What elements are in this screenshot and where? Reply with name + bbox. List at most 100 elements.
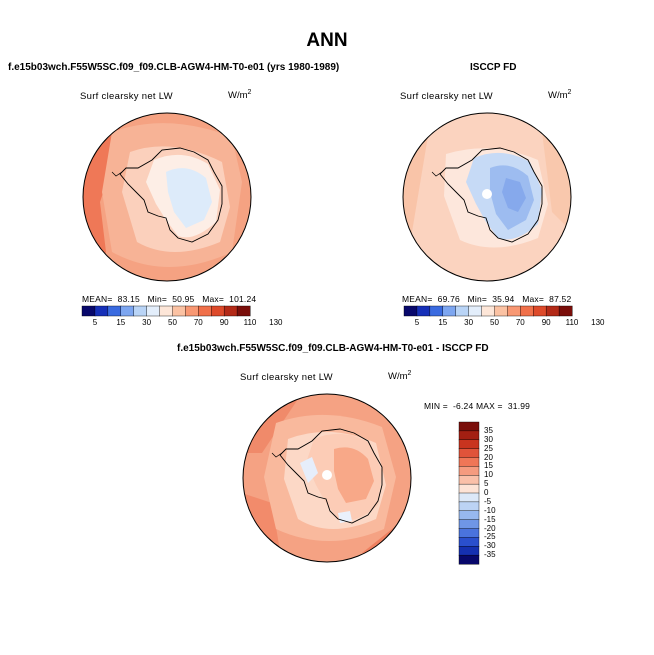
colorbar-swatch: [507, 305, 521, 317]
colorbar-swatch: [468, 305, 483, 317]
colorbar-swatch: [120, 305, 135, 317]
colorbar-tick-label: 5: [92, 318, 98, 327]
colorbar-swatch: [458, 483, 480, 494]
colorbar-swatch: [416, 305, 431, 317]
colorbar-tick-label: 50: [490, 318, 499, 327]
colorbar-swatch: [223, 305, 238, 317]
colorbar-tick-label: 15: [438, 318, 448, 327]
colorbar-tick-label: 70: [515, 318, 525, 327]
panel-model-field-label: Surf clearsky net LW: [80, 91, 173, 102]
panel-model-units: W/m2: [228, 89, 252, 102]
colorbar-tick-label: 0: [484, 488, 489, 497]
panel-obs-stats: MEAN= 69.76 Min= 35.94 Max= 87.52: [402, 294, 572, 304]
colorbar-tick-label: 15: [116, 318, 126, 327]
diff-max-value: 31.99: [507, 401, 531, 411]
colorbar-swatch: [458, 501, 480, 512]
colorbar-tick-label: -15: [484, 514, 496, 524]
diff-pole-hole: [322, 470, 332, 480]
colorbar-swatch: [458, 554, 480, 565]
colorbar-swatch: [172, 305, 186, 317]
colorbar-tick-label: 25: [484, 443, 493, 453]
panel-model-stats: MEAN= 83.15 Min= 50.95 Max= 101.24: [82, 294, 257, 304]
colorbar-swatch: [458, 510, 480, 521]
diff-negative-patch-west: [300, 457, 318, 483]
colorbar-tick-label: 90: [219, 318, 229, 327]
colorbar-tick-label: 20: [484, 452, 493, 462]
obs-interior-minimum: [502, 178, 526, 212]
colorbar-swatch: [429, 305, 444, 317]
diff-interior-high-values: [334, 447, 374, 503]
colorbar-swatch: [94, 305, 109, 317]
panel-diff-units: W/m2: [388, 370, 412, 383]
diff-antarctica-coastline: [279, 428, 383, 524]
colorbar-swatch: [458, 475, 480, 485]
panel-model-colorbar: [81, 305, 251, 317]
colorbar-swatch: [558, 305, 573, 317]
colorbar-swatch: [458, 448, 480, 459]
obs-min-value: 35.94: [492, 294, 515, 304]
colorbar-tick-label: 5: [484, 479, 489, 489]
obs-map-border: [402, 112, 572, 282]
colorbar-swatch: [159, 305, 173, 317]
colorbar-tick-label: -5: [484, 496, 492, 506]
colorbar-swatch: [458, 492, 480, 503]
colorbar-tick-label: 110: [565, 318, 579, 327]
model-antarctica-coastline: [119, 147, 223, 243]
colorbar-swatch: [458, 528, 480, 538]
colorbar-swatch: [185, 305, 199, 317]
colorbar-swatch: [107, 305, 122, 317]
colorbar-swatch: [458, 439, 480, 450]
model-max-value: 101.24: [229, 294, 257, 304]
diff-min-value: -6.24: [453, 401, 474, 411]
panel-obs-field-label: Surf clearsky net LW: [400, 91, 493, 102]
colorbar-swatch: [458, 537, 480, 547]
colorbar-swatch: [458, 430, 480, 441]
panel-diff-title: f.e15b03wch.F55W5SC.f09_f09.CLB-AGW4-HM-…: [177, 343, 489, 354]
panel-model-map: [82, 112, 252, 282]
colorbar-tick-label: 5: [414, 318, 420, 327]
colorbar-swatch: [458, 466, 480, 476]
panel-obs-colorbar: [403, 305, 573, 317]
colorbar-tick-label: -10: [484, 505, 496, 515]
colorbar-swatch: [198, 305, 212, 317]
obs-mean-value: 69.76: [437, 294, 460, 304]
colorbar-swatch: [211, 305, 225, 317]
panel-diff-field-label: Surf clearsky net LW: [240, 372, 333, 383]
model-peninsula-outline: [111, 171, 123, 177]
colorbar-swatch: [455, 305, 470, 317]
colorbar-swatch: [403, 305, 418, 317]
obs-peninsula-outline: [431, 171, 443, 177]
colorbar-swatch: [458, 546, 480, 556]
colorbar-swatch: [458, 421, 480, 432]
colorbar-tick-label: 10: [484, 470, 493, 480]
colorbar-swatch: [520, 305, 534, 317]
colorbar-tick-label: 90: [541, 318, 551, 327]
diff-map-border: [242, 393, 412, 563]
page-title: ANN: [306, 30, 348, 51]
colorbar-tick-label: 15: [484, 461, 493, 471]
model-mean-value: 83.15: [117, 294, 140, 304]
colorbar-tick-label: 35: [484, 425, 493, 435]
colorbar-tick-label: 50: [168, 318, 177, 327]
panel-obs-map: [402, 112, 572, 282]
panel-diff-stats: MIN = -6.24 MAX = 31.99: [424, 401, 531, 411]
colorbar-tick-label: 30: [464, 318, 474, 327]
panel-obs-units: W/m2: [548, 89, 572, 102]
panel-diff-map: [242, 393, 412, 563]
colorbar-swatch: [236, 305, 251, 317]
colorbar-swatch: [458, 519, 480, 530]
obs-antarctica-coastline: [439, 147, 543, 243]
colorbar-swatch: [81, 305, 96, 317]
colorbar-tick-label: -35: [484, 550, 496, 560]
model-map-border: [82, 112, 252, 282]
colorbar-tick-label: -20: [484, 523, 496, 533]
colorbar-tick-label: -25: [484, 532, 496, 542]
obs-pole-hole: [482, 189, 492, 199]
colorbar-swatch: [545, 305, 560, 317]
model-interior-low-values: [166, 168, 212, 228]
obs-max-value: 87.52: [549, 294, 572, 304]
colorbar-swatch: [458, 457, 480, 467]
colorbar-swatch: [533, 305, 547, 317]
colorbar-tick-label: 110: [243, 318, 257, 327]
model-min-value: 50.95: [172, 294, 195, 304]
